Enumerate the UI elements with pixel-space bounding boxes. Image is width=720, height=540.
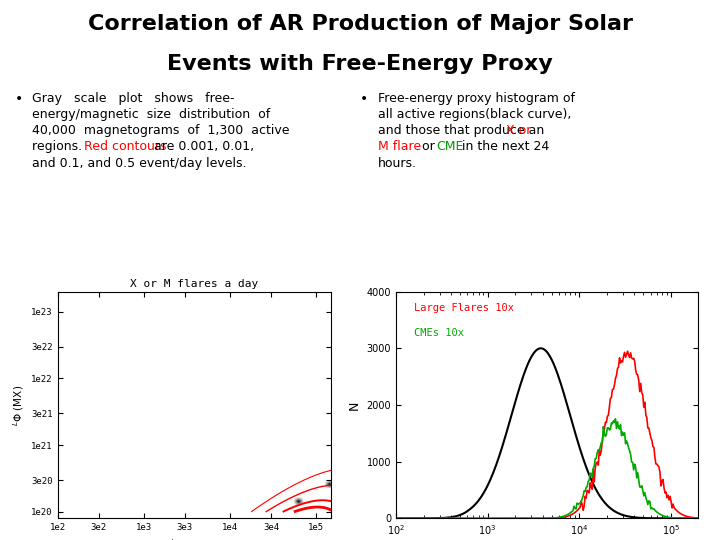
Text: M flare: M flare: [378, 140, 421, 153]
Text: hours.: hours.: [378, 157, 417, 170]
Text: and those that produce an: and those that produce an: [378, 124, 548, 137]
Text: in the next 24: in the next 24: [458, 140, 549, 153]
Text: energy/magnetic  size  distribution  of: energy/magnetic size distribution of: [32, 108, 271, 121]
Y-axis label: $^L\Phi$ (MX): $^L\Phi$ (MX): [11, 384, 26, 426]
Y-axis label: N: N: [348, 400, 361, 410]
Text: regions.: regions.: [32, 140, 91, 153]
Text: •: •: [360, 92, 368, 106]
Title: X or M flares a day: X or M flares a day: [130, 279, 258, 289]
Text: all active regions(black curve),: all active regions(black curve),: [378, 108, 572, 121]
Text: CME: CME: [436, 140, 464, 153]
Text: CMEs 10x: CMEs 10x: [414, 328, 464, 338]
Text: or: or: [418, 140, 438, 153]
Text: are 0.001, 0.01,: are 0.001, 0.01,: [150, 140, 255, 153]
Text: Red contours: Red contours: [84, 140, 167, 153]
Text: Events with Free-Energy Proxy: Events with Free-Energy Proxy: [167, 54, 553, 74]
Text: Large Flares 10x: Large Flares 10x: [414, 303, 514, 313]
X-axis label: $^L$WL$_{sc}$ (G): $^L$WL$_{sc}$ (G): [170, 538, 219, 540]
Text: Free-energy proxy histogram of: Free-energy proxy histogram of: [378, 92, 575, 105]
Text: 40,000  magnetograms  of  1,300  active: 40,000 magnetograms of 1,300 active: [32, 124, 290, 137]
Text: X or: X or: [506, 124, 531, 137]
Text: •: •: [14, 92, 22, 106]
Text: Gray   scale   plot   shows   free-: Gray scale plot shows free-: [32, 92, 235, 105]
Text: Correlation of AR Production of Major Solar: Correlation of AR Production of Major So…: [88, 14, 632, 33]
Text: and 0.1, and 0.5 event/day levels.: and 0.1, and 0.5 event/day levels.: [32, 157, 247, 170]
